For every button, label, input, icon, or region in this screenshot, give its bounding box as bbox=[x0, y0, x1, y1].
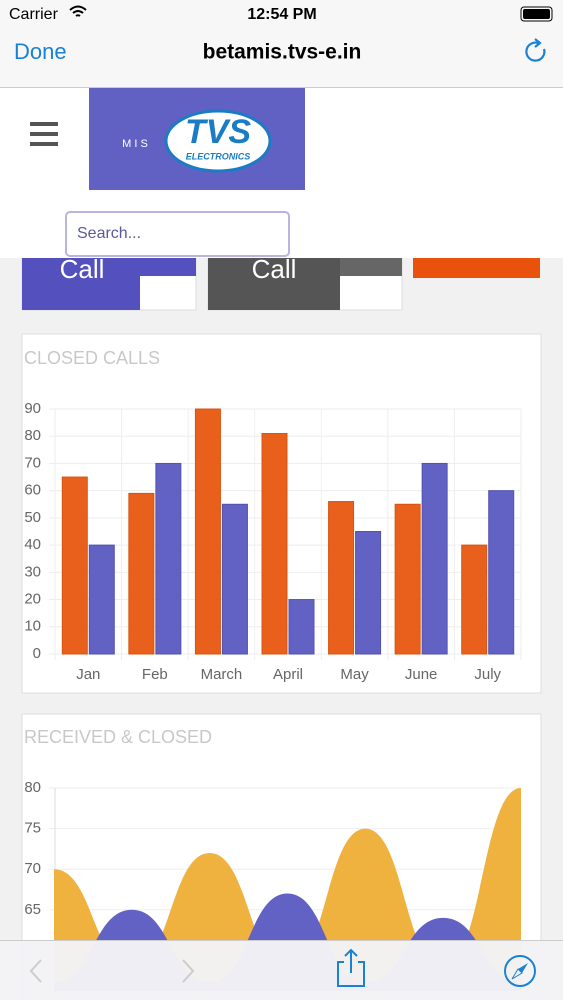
carrier: Carrier bbox=[9, 6, 59, 23]
card-label: Call bbox=[60, 254, 105, 284]
x-tick-label: June bbox=[405, 666, 438, 683]
safari-button[interactable] bbox=[504, 955, 536, 987]
y-tick-label: 70 bbox=[24, 860, 41, 877]
done-button[interactable]: Done bbox=[14, 39, 67, 64]
card-label: Call bbox=[252, 254, 297, 284]
toolbar bbox=[0, 940, 563, 1000]
menu-button[interactable] bbox=[30, 122, 58, 146]
y-tick-label: 20 bbox=[24, 591, 41, 608]
menu-bar bbox=[30, 132, 58, 136]
compass-needle bbox=[518, 963, 528, 973]
y-tick-label: 40 bbox=[24, 536, 41, 553]
bar bbox=[128, 492, 155, 655]
y-tick-label: 10 bbox=[24, 618, 41, 635]
x-tick-label: Jan bbox=[76, 666, 100, 683]
logo-prefix: M I S bbox=[122, 138, 148, 150]
compass-needle bbox=[511, 968, 523, 980]
bar bbox=[394, 503, 421, 655]
bar bbox=[461, 544, 488, 655]
x-tick-label: March bbox=[201, 666, 243, 683]
logo[interactable]: M I S TVS ELECTRONICS bbox=[89, 88, 305, 190]
bar bbox=[194, 408, 221, 655]
y-tick-label: 80 bbox=[24, 779, 41, 796]
battery-icon bbox=[520, 6, 553, 22]
forward-button[interactable] bbox=[182, 959, 195, 983]
compass-ring bbox=[504, 955, 536, 987]
y-tick-label: 65 bbox=[24, 901, 41, 918]
bar bbox=[488, 490, 515, 655]
bar bbox=[355, 531, 382, 655]
logo-brand: TVS bbox=[185, 113, 251, 151]
y-tick-label: 30 bbox=[24, 563, 41, 580]
x-tick-label: July bbox=[474, 666, 501, 683]
wifi-icon bbox=[69, 5, 87, 17]
bar bbox=[155, 462, 182, 655]
y-tick-label: 80 bbox=[24, 427, 41, 444]
y-tick-label: 70 bbox=[24, 454, 41, 471]
search-placeholder: Search... bbox=[77, 225, 141, 242]
bar bbox=[288, 599, 315, 655]
clock: 12:54 PM bbox=[247, 6, 316, 23]
y-tick-label: 60 bbox=[24, 482, 41, 499]
back-button[interactable] bbox=[29, 959, 42, 983]
menu-bar bbox=[30, 142, 58, 146]
bar bbox=[221, 503, 248, 655]
bar bbox=[88, 544, 115, 655]
logo-sub: ELECTRONICS bbox=[186, 151, 251, 161]
bar bbox=[328, 501, 355, 655]
url: betamis.tvs-e.in bbox=[203, 41, 362, 64]
logo-ellipse bbox=[164, 109, 272, 173]
x-tick-label: May bbox=[340, 666, 369, 683]
chart-title: CLOSED CALLS bbox=[24, 348, 160, 368]
bar bbox=[61, 476, 88, 655]
battery-level bbox=[523, 9, 550, 19]
bar bbox=[421, 462, 448, 655]
menu-bar bbox=[30, 122, 58, 126]
x-tick-label: April bbox=[273, 666, 303, 683]
search-input[interactable] bbox=[65, 211, 290, 257]
share-button[interactable] bbox=[337, 948, 365, 987]
x-tick-label: Feb bbox=[142, 666, 168, 683]
bar bbox=[261, 433, 288, 655]
reload-button[interactable] bbox=[525, 38, 546, 62]
y-tick-label: 90 bbox=[24, 400, 41, 417]
y-tick-label: 75 bbox=[24, 820, 41, 837]
browser-chrome bbox=[0, 0, 563, 88]
y-tick-label: 0 bbox=[33, 645, 41, 662]
search-box[interactable]: Search... bbox=[65, 211, 290, 257]
y-tick-label: 50 bbox=[24, 509, 41, 526]
chart-title: RECEIVED & CLOSED bbox=[24, 727, 212, 747]
